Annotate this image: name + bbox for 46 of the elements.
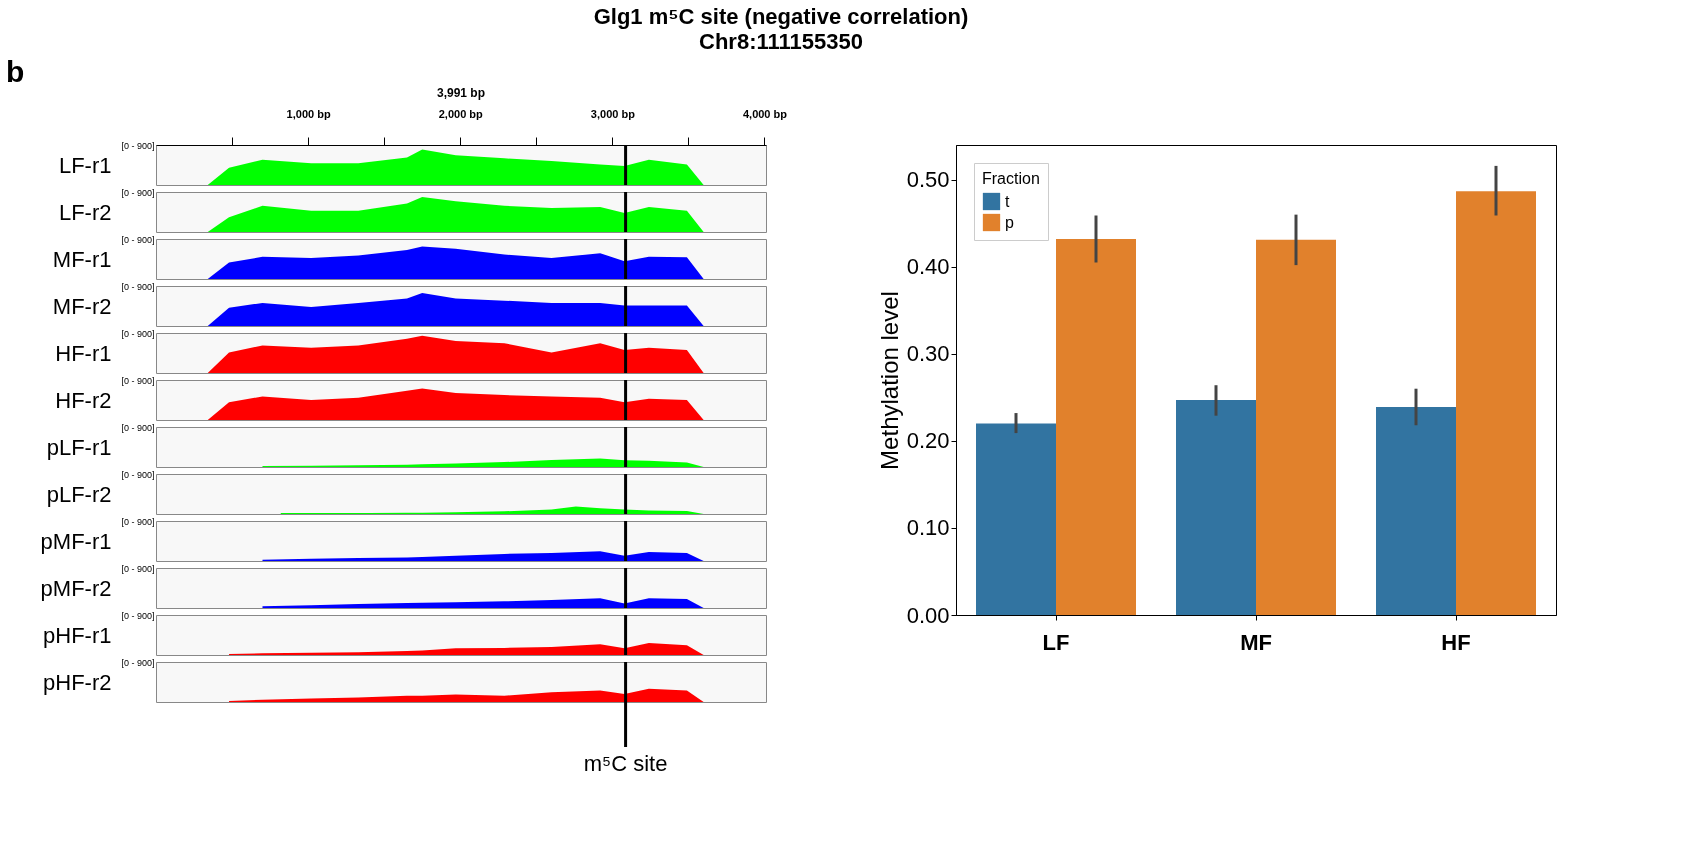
y-tick-label: [0 - 900] — [121, 422, 155, 433]
y-tick-label: 0.10 — [906, 515, 950, 541]
chart-subtitle: Chr8:111155350 — [699, 28, 863, 54]
y-axis-title: pHF-r2 — [43, 669, 112, 695]
y-tick-label: 0.40 — [906, 254, 950, 280]
y-tick-label: [0 - 900] — [121, 516, 155, 527]
y-tick-label: 0.30 — [906, 341, 950, 367]
x-tick-label: MF — [1240, 629, 1272, 655]
chart-title: Glg1 m⁵C site (negative correlation) — [593, 3, 969, 29]
y-tick-label: [0 - 900] — [121, 469, 155, 480]
y-tick-label: [0 - 900] — [121, 187, 155, 198]
y-axis-title: HF-r2 — [55, 387, 112, 413]
y-tick-label: [0 - 900] — [121, 328, 155, 339]
y-axis-title: LF-r1 — [58, 152, 112, 178]
y-tick-label: [0 - 900] — [121, 563, 155, 574]
y-tick-label: [0 - 900] — [121, 375, 155, 386]
y-tick-label: [0 - 900] — [121, 610, 155, 621]
y-axis-title: pLF-r1 — [46, 434, 112, 460]
y-tick-label: [0 - 900] — [121, 281, 155, 292]
y-axis-title: LF-r2 — [58, 199, 112, 225]
ref-line-label: m⁵C site — [583, 751, 668, 776]
y-axis-title: pHF-r1 — [43, 622, 112, 648]
legend-label: p — [1005, 213, 1014, 231]
legend-title: Fraction — [982, 170, 1040, 187]
y-axis-title: Methylation level — [875, 291, 903, 470]
y-axis-title: pMF-r2 — [40, 575, 112, 601]
y-tick-label: [0 - 900] — [121, 657, 155, 668]
y-axis-title: MF-r1 — [52, 246, 112, 272]
y-tick-label: 0.50 — [906, 167, 950, 193]
y-tick-label: 0.20 — [906, 428, 950, 454]
y-axis-title: pLF-r2 — [46, 481, 112, 507]
x-tick-label: LF — [1042, 629, 1070, 655]
y-axis-title: HF-r1 — [55, 340, 112, 366]
y-tick-label: [0 - 900] — [121, 234, 155, 245]
x-tick-label: 3,000 bp — [590, 107, 636, 120]
y-tick-label: 0.00 — [906, 602, 950, 628]
text: 3,991 bp — [436, 86, 486, 100]
x-tick-label: 2,000 bp — [438, 107, 484, 120]
legend-label: t — [1005, 192, 1010, 210]
text: b — [6, 55, 25, 88]
y-axis-title: pMF-r1 — [40, 528, 112, 554]
y-axis-title: MF-r2 — [52, 293, 112, 319]
x-tick-label: HF — [1441, 629, 1471, 655]
y-tick-label: [0 - 900] — [121, 140, 155, 151]
x-tick-label: 1,000 bp — [286, 107, 331, 120]
x-tick-label: 4,000 bp — [742, 107, 788, 120]
